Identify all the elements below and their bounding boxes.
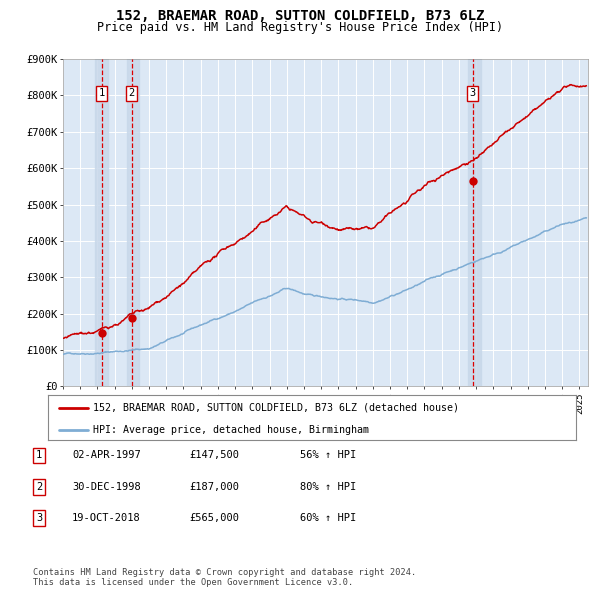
Text: Contains HM Land Registry data © Crown copyright and database right 2024.
This d: Contains HM Land Registry data © Crown c… xyxy=(33,568,416,587)
Text: £147,500: £147,500 xyxy=(189,451,239,460)
Bar xyxy=(127,59,139,386)
Text: 3: 3 xyxy=(36,513,42,523)
Text: £187,000: £187,000 xyxy=(189,482,239,491)
Bar xyxy=(95,59,108,386)
Text: 80% ↑ HPI: 80% ↑ HPI xyxy=(300,482,356,491)
Text: 19-OCT-2018: 19-OCT-2018 xyxy=(72,513,141,523)
Bar xyxy=(469,59,481,386)
Text: 60% ↑ HPI: 60% ↑ HPI xyxy=(300,513,356,523)
Text: 2: 2 xyxy=(128,88,135,99)
Text: 152, BRAEMAR ROAD, SUTTON COLDFIELD, B73 6LZ (detached house): 152, BRAEMAR ROAD, SUTTON COLDFIELD, B73… xyxy=(93,403,459,412)
Text: 3: 3 xyxy=(470,88,476,99)
Text: 02-APR-1997: 02-APR-1997 xyxy=(72,451,141,460)
Text: 1: 1 xyxy=(36,451,42,460)
Text: Price paid vs. HM Land Registry's House Price Index (HPI): Price paid vs. HM Land Registry's House … xyxy=(97,21,503,34)
Text: 56% ↑ HPI: 56% ↑ HPI xyxy=(300,451,356,460)
Text: 2: 2 xyxy=(36,482,42,491)
Text: 152, BRAEMAR ROAD, SUTTON COLDFIELD, B73 6LZ: 152, BRAEMAR ROAD, SUTTON COLDFIELD, B73… xyxy=(116,9,484,23)
Text: £565,000: £565,000 xyxy=(189,513,239,523)
Text: HPI: Average price, detached house, Birmingham: HPI: Average price, detached house, Birm… xyxy=(93,425,369,435)
Text: 1: 1 xyxy=(98,88,105,99)
Text: 30-DEC-1998: 30-DEC-1998 xyxy=(72,482,141,491)
